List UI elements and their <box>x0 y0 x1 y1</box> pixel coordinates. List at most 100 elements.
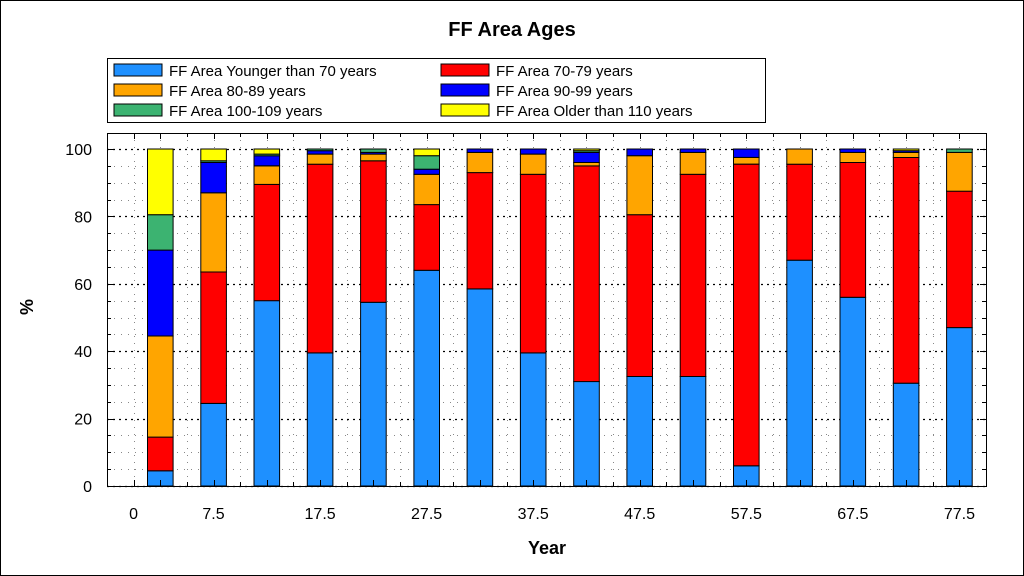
bar-segment <box>573 148 600 152</box>
bar-segment <box>573 165 600 383</box>
legend-swatch <box>440 103 490 117</box>
legend-label: FF Area Younger than 70 years <box>169 63 377 80</box>
bar-segment <box>573 151 600 163</box>
bar-segment <box>626 214 654 377</box>
bar-segment <box>626 148 654 157</box>
x-tick-label: 37.5 <box>518 506 549 523</box>
bar-segment <box>147 249 174 337</box>
bar-segment <box>306 148 334 152</box>
bar-segment <box>200 402 227 487</box>
bar-segment <box>147 436 174 472</box>
bar-segment <box>839 162 867 298</box>
bar-segment <box>360 148 387 153</box>
bar-segment <box>786 163 813 261</box>
bar-segment <box>253 183 281 302</box>
bar-segment <box>519 148 547 155</box>
y-tick-label: 80 <box>74 209 92 226</box>
legend-label: FF Area Older than 110 years <box>496 103 693 120</box>
x-tick-label: 17.5 <box>305 506 336 523</box>
bars <box>147 148 973 487</box>
bar-segment <box>147 148 174 216</box>
bar-segment <box>147 335 174 438</box>
bar-segment <box>253 165 281 185</box>
bar-segment <box>413 155 440 170</box>
bar-segment <box>360 301 387 487</box>
bar-segment <box>946 190 973 329</box>
bar-segment <box>786 259 813 487</box>
y-axis-label: % <box>17 299 37 315</box>
legend-label: FF Area 100-109 years <box>169 103 322 120</box>
bar-segment <box>200 148 227 162</box>
bar-segment <box>892 156 920 384</box>
bar-segment <box>679 151 707 175</box>
bar-segment <box>253 300 281 487</box>
x-tick-label: 0 <box>129 506 138 523</box>
bar-segment <box>679 376 707 487</box>
y-tick-label: 0 <box>83 479 92 496</box>
bar-segment <box>360 160 387 303</box>
y-tick-label: 20 <box>74 412 92 429</box>
bar-segment <box>466 172 494 290</box>
bar-segment <box>946 327 973 487</box>
bar-segment <box>733 148 760 158</box>
legend-label: FF Area 90-99 years <box>496 83 633 100</box>
x-tick-labels: 0 7.5 17.5 27.5 37.5 47.5 57.5 67.5 77.5 <box>129 506 975 523</box>
bar-segment <box>253 155 281 167</box>
bar-segment <box>306 352 334 487</box>
bar-segment <box>466 148 494 153</box>
bar-segment <box>253 148 281 155</box>
bar-segment <box>200 192 227 273</box>
legend: FF Area Younger than 70 years FF Area 70-… <box>107 58 766 123</box>
legend-swatch <box>440 63 490 77</box>
bar-segment <box>892 382 920 487</box>
legend-label: FF Area 70-79 years <box>496 63 633 80</box>
bar-segment <box>786 148 813 165</box>
bar-segment <box>413 148 440 157</box>
legend-swatch <box>113 103 163 117</box>
bar-segment <box>413 173 440 206</box>
x-tick-label: 67.5 <box>837 506 868 523</box>
bar-segment <box>519 153 547 175</box>
bar-segment <box>839 151 867 163</box>
bar-segment <box>200 271 227 404</box>
bar-segment <box>892 151 920 158</box>
y-tick-label: 100 <box>65 142 92 159</box>
bar-segment <box>306 150 334 155</box>
bar-segment <box>946 148 973 153</box>
bar-segment <box>466 151 494 174</box>
legend-swatch <box>440 83 490 97</box>
x-tick-label: 7.5 <box>202 506 224 523</box>
legend-swatch <box>113 83 163 97</box>
bar-segment <box>147 214 174 251</box>
bar-segment <box>413 269 440 487</box>
bar-segment <box>679 173 707 377</box>
bar-segment <box>733 156 760 165</box>
bar-segment <box>839 148 867 153</box>
bar-segment <box>466 288 494 487</box>
bar-segment <box>200 162 227 194</box>
bar-segment <box>839 296 867 487</box>
y-tick-label: 40 <box>74 344 92 361</box>
x-tick-label: 77.5 <box>944 506 975 523</box>
legend-box <box>107 58 766 123</box>
bar-segment <box>573 162 600 167</box>
plot-border <box>107 133 987 487</box>
bar-segment <box>733 163 760 467</box>
y-tick-label: 60 <box>74 277 92 294</box>
bar-segment <box>626 376 654 487</box>
bar-segment <box>519 173 547 354</box>
x-tick-label: 27.5 <box>411 506 442 523</box>
axis-ticks <box>107 133 987 487</box>
x-axis-label: Year <box>528 538 566 558</box>
y-tick-labels: 0 20 40 60 80 100 <box>65 142 92 496</box>
bar-segment <box>413 204 440 271</box>
chart-title: FF Area Ages <box>448 19 575 41</box>
bar-segment <box>626 155 654 216</box>
x-tick-label: 47.5 <box>624 506 655 523</box>
bar-segment <box>306 153 334 165</box>
bar-segment <box>679 148 707 153</box>
bar-segment <box>360 153 387 162</box>
bar-segment <box>413 168 440 175</box>
x-tick-label: 57.5 <box>731 506 762 523</box>
